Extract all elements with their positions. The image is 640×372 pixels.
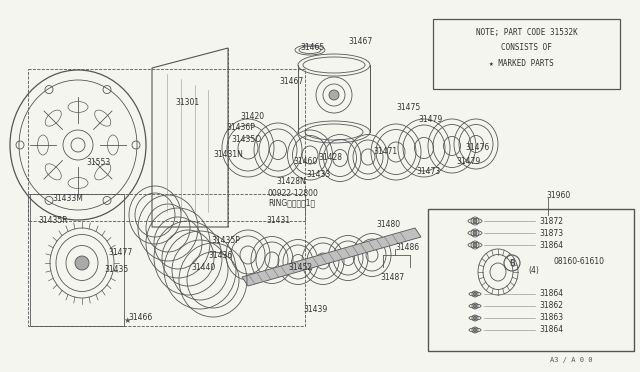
Text: 31872: 31872 [539,217,563,225]
Text: 31435: 31435 [104,266,128,275]
Text: 31435R: 31435R [38,215,68,224]
Text: 31433: 31433 [306,170,330,179]
Text: 31467: 31467 [348,36,372,45]
Text: 31435P: 31435P [211,235,240,244]
Text: 31553: 31553 [86,157,110,167]
Text: ★ MARKED PARTS: ★ MARKED PARTS [489,58,554,67]
Text: 31487: 31487 [380,273,404,282]
Text: 31480: 31480 [376,219,400,228]
Text: 31862: 31862 [539,301,563,311]
Text: 31475: 31475 [396,103,420,112]
Text: (4): (4) [528,266,539,276]
Text: 31428N: 31428N [276,176,306,186]
Text: 31467: 31467 [279,77,303,86]
Text: 31452: 31452 [288,263,312,273]
Ellipse shape [474,317,477,320]
Text: 31460: 31460 [293,157,317,166]
Polygon shape [242,228,421,286]
Bar [28,194,305,326]
Ellipse shape [474,328,477,331]
Text: 31477: 31477 [108,247,132,257]
Ellipse shape [75,256,89,270]
Text: NOTE; PART CODE 31532K: NOTE; PART CODE 31532K [476,28,577,36]
Text: 31476: 31476 [465,142,489,151]
Text: 31465: 31465 [300,42,324,51]
Text: 31486: 31486 [395,243,419,251]
Text: 08160-61610: 08160-61610 [553,257,604,266]
Text: 31439: 31439 [303,305,327,314]
Text: 31435O: 31435O [231,135,261,144]
Ellipse shape [473,243,477,247]
Text: 31473: 31473 [416,167,440,176]
Ellipse shape [329,90,339,100]
Text: CONSISTS OF: CONSISTS OF [501,42,552,51]
Text: A3 / A 0 0: A3 / A 0 0 [550,357,592,363]
Text: 31471: 31471 [373,147,397,155]
Bar [428,209,634,351]
Bar [28,69,305,221]
Text: 31960: 31960 [546,190,570,199]
Text: 31431N: 31431N [213,150,243,158]
Text: 31440: 31440 [191,263,215,272]
Text: 31479: 31479 [418,115,442,124]
Text: 31433M: 31433M [52,193,83,202]
Text: 31301: 31301 [175,97,199,106]
Text: 31864: 31864 [539,241,563,250]
Text: 31873: 31873 [539,228,563,237]
Ellipse shape [473,231,477,235]
Text: ★: ★ [124,315,131,324]
Text: 31420: 31420 [240,112,264,121]
Text: 31428: 31428 [318,153,342,161]
Bar [433,19,620,89]
Text: 31864: 31864 [539,289,563,298]
Ellipse shape [474,305,477,308]
Text: B: B [509,260,515,269]
Bar [30,194,124,326]
Ellipse shape [473,219,477,223]
Text: RINGリング（1）: RINGリング（1） [268,199,315,208]
Text: 31436: 31436 [208,250,232,260]
Text: 00922-12800: 00922-12800 [268,189,319,198]
Text: 31436P: 31436P [226,122,255,131]
Text: 31864: 31864 [539,326,563,334]
Ellipse shape [474,292,477,295]
Text: 31431: 31431 [266,215,290,224]
Text: 31479: 31479 [456,157,480,166]
Text: 31863: 31863 [539,314,563,323]
Text: 31466: 31466 [128,314,152,323]
